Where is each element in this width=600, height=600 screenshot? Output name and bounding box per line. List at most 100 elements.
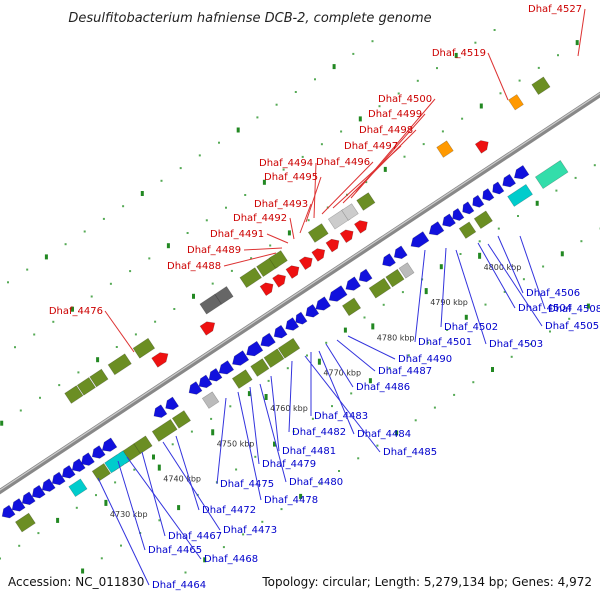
leader-line — [519, 235, 546, 310]
feature-box — [132, 337, 156, 359]
reverse-gene — [345, 276, 361, 291]
feature-dot — [95, 494, 97, 497]
leader-line — [487, 243, 543, 327]
reverse-gene — [382, 253, 396, 267]
scale-tick-label: 4800 kbp — [484, 263, 522, 272]
reverse-gene-label: Dhaf_4486 — [325, 343, 410, 393]
feature-dot — [100, 557, 103, 560]
gene-shape — [482, 188, 495, 202]
feature-dot — [64, 243, 67, 246]
feature-dot — [503, 290, 506, 293]
feature-dot — [114, 481, 117, 484]
reverse-gene — [285, 317, 300, 331]
feature-dot — [75, 506, 78, 509]
feature-box — [268, 250, 288, 269]
gene-shape — [1, 504, 16, 519]
feature-dot — [453, 393, 456, 396]
gene-shape — [246, 340, 264, 357]
reverse-gene — [260, 332, 276, 347]
feature-dot — [37, 532, 40, 535]
scale-tick-label: 4730 kbp — [110, 510, 148, 519]
forward-gene — [311, 248, 326, 262]
gene-label-text: Dhaf_4501 — [418, 337, 472, 348]
reverse-gene — [410, 231, 430, 248]
scale-tick-mark — [424, 288, 428, 295]
gene-shape — [458, 221, 477, 239]
gene-label-text: Dhaf_4472 — [202, 505, 256, 516]
leader-line — [336, 339, 376, 372]
leader-line — [266, 233, 289, 244]
feature-dot — [416, 79, 419, 82]
gene-label-text: Dhaf_4506 — [526, 288, 580, 299]
forward-gene-label: Dhaf_4495 — [264, 172, 322, 223]
gene-shape — [277, 337, 301, 359]
feature-tick — [71, 306, 74, 312]
feature-dot — [158, 519, 161, 522]
gene-shape — [534, 159, 569, 190]
leader-line — [216, 397, 227, 485]
reverse-gene — [393, 245, 408, 260]
feature-tick — [247, 391, 251, 397]
gene-shape — [382, 253, 396, 267]
feature-tick — [0, 420, 4, 426]
topology-text: Topology: circular; Length: 5,279,134 bp… — [261, 575, 592, 589]
feature-box — [68, 478, 88, 498]
feature-tick — [586, 303, 590, 309]
feature-dot — [154, 320, 157, 323]
feature-dot — [320, 143, 323, 146]
scale-tick-label: 4770 kbp — [323, 369, 361, 378]
feature-box — [14, 512, 36, 533]
feature-box — [263, 348, 285, 369]
gene-label-text: Dhaf_4491 — [210, 229, 264, 240]
forward-gene-label: Dhaf_4489 — [187, 245, 283, 256]
gene-label-text: Dhaf_4527 — [528, 4, 582, 15]
feature-dot — [478, 240, 481, 243]
feature-dot — [19, 409, 22, 412]
reverse-gene — [208, 367, 223, 382]
gene-shape — [442, 213, 456, 228]
feature-dot — [542, 265, 545, 268]
feature-dot — [129, 270, 132, 273]
feature-dot — [0, 557, 1, 560]
feature-dot — [301, 155, 304, 158]
gene-shape — [325, 238, 340, 253]
feature-dot — [427, 341, 429, 344]
gene-shape — [208, 367, 223, 382]
reverse-gene-label: Dhaf_4473 — [162, 441, 277, 536]
gene-shape — [428, 221, 445, 236]
leader-line — [305, 176, 322, 223]
feature-dot — [311, 417, 314, 420]
feature-tick — [464, 314, 468, 320]
feature-dot — [499, 92, 502, 95]
reverse-gene — [165, 396, 180, 411]
feature-tick — [56, 517, 60, 523]
gene-label-text: Dhaf_4488 — [167, 261, 221, 272]
gene-shape — [452, 207, 465, 221]
leader-line — [313, 162, 317, 219]
leader-line — [487, 52, 509, 101]
gene-shape — [250, 358, 270, 377]
feature-box — [277, 337, 301, 359]
reverse-gene — [295, 311, 308, 325]
feature-dots-layer — [0, 29, 600, 574]
leader-line — [440, 247, 447, 328]
genes-layer — [1, 76, 569, 533]
feature-dot — [529, 343, 532, 346]
feature-dot — [352, 52, 355, 55]
feature-dot — [275, 103, 278, 106]
reverse-gene-label: Dhaf_4467 — [141, 451, 222, 542]
feature-dot — [446, 329, 449, 331]
gene-shape — [285, 317, 300, 331]
gene-shape — [341, 203, 359, 221]
feature-tick — [273, 441, 276, 447]
gene-shape — [171, 410, 192, 429]
feature-dot — [518, 79, 521, 82]
feature-dot — [244, 194, 247, 196]
feature-dot — [235, 468, 238, 471]
feature-tick — [454, 52, 458, 58]
feature-tick — [479, 103, 483, 109]
forward-gene — [151, 352, 169, 368]
feature-dot — [422, 143, 425, 146]
feature-dot — [160, 179, 163, 182]
gene-shape — [263, 348, 285, 369]
